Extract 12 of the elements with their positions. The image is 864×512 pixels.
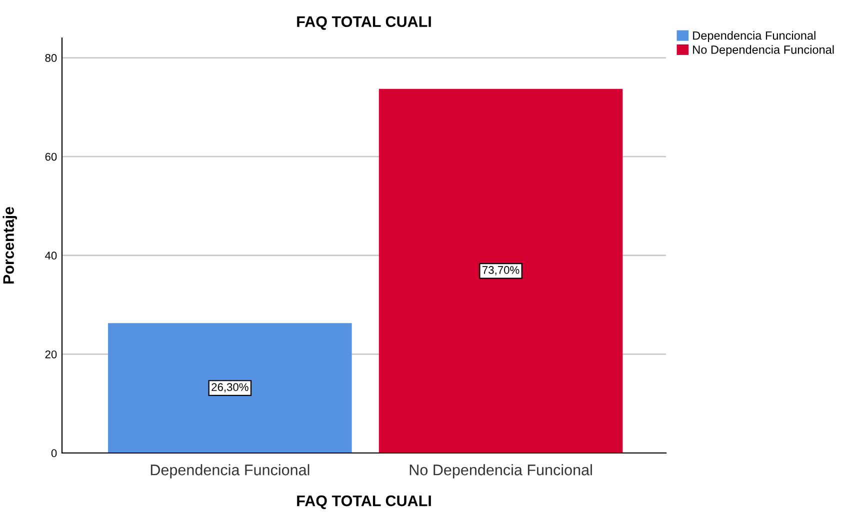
y-tick-label: 20 (45, 350, 57, 358)
y-tick-label: 0 (51, 449, 57, 458)
data-label: 26,30% (212, 383, 248, 392)
y-tick-label: 40 (45, 252, 57, 260)
y-tick-label: 80 (45, 54, 57, 62)
legend-label: Dependencia Funcional (693, 31, 816, 42)
chart-title: FAQ TOTAL CUALI (297, 16, 431, 30)
legend-label: No Dependencia Funcional (693, 45, 834, 56)
y-tick-label: 60 (45, 152, 57, 161)
data-label: 73,70% (482, 266, 520, 276)
x-axis-title: FAQ TOTAL CUALI (297, 495, 431, 510)
y-axis-title: Porcentaje (2, 206, 18, 284)
